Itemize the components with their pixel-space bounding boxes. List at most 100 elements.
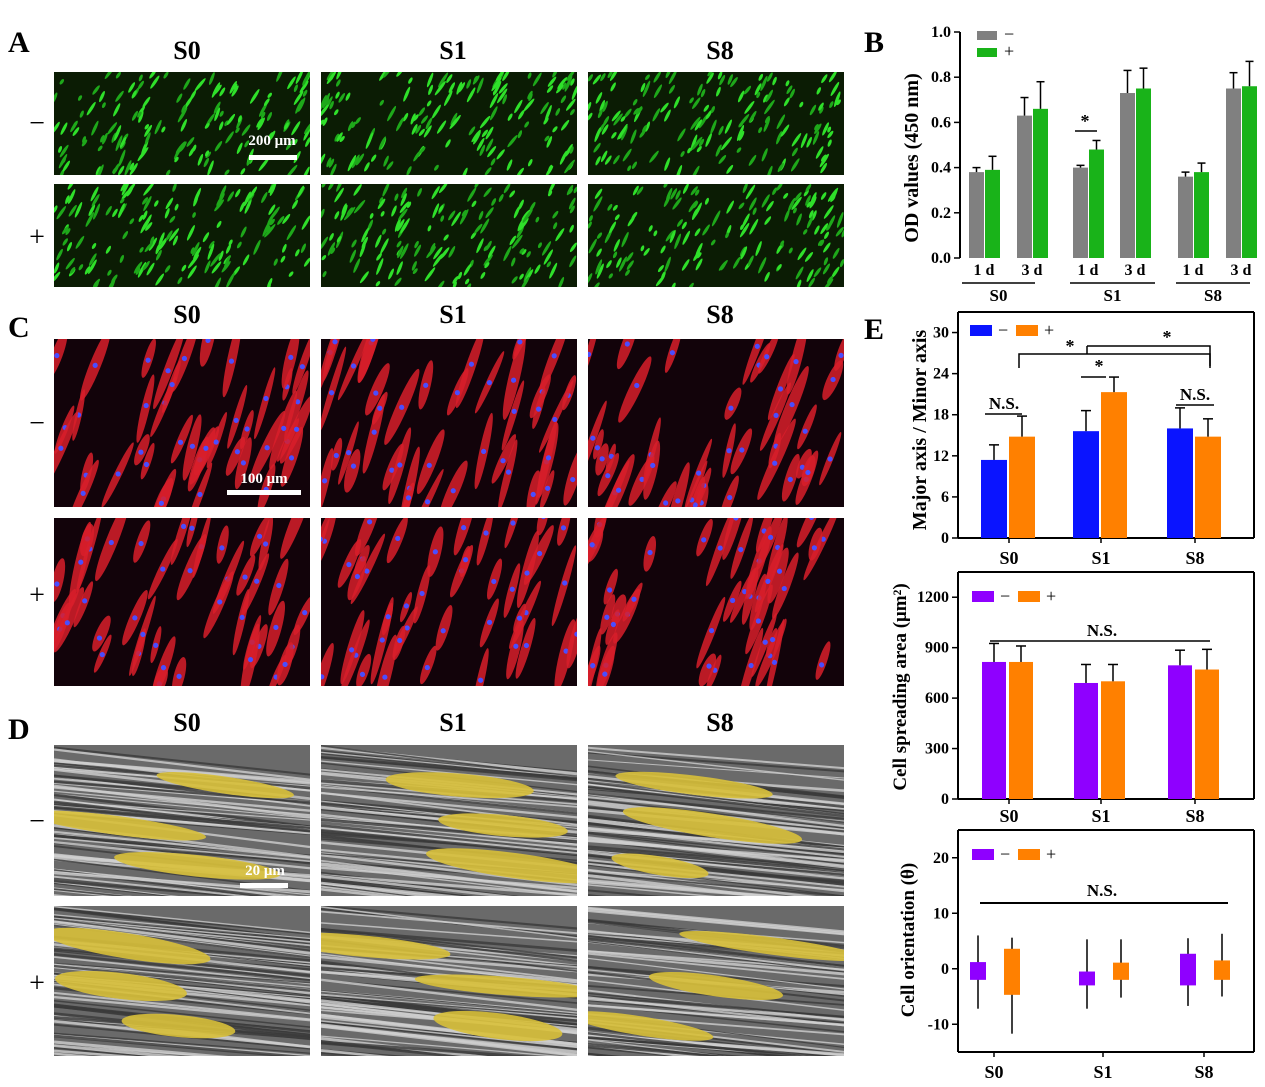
ns-label: N.S. bbox=[989, 394, 1019, 413]
sem-image-d-s0-minus bbox=[54, 745, 310, 896]
x-tick-label: S1 bbox=[1093, 1062, 1112, 1082]
x-tick-label: 3 d bbox=[1125, 262, 1146, 279]
legend-b-plus-swatch bbox=[977, 48, 997, 57]
panel-a-row-plus: + bbox=[29, 222, 45, 253]
panel-c-col-s0: S0 bbox=[173, 300, 201, 329]
chart-e2-ylabel: Cell spreading area (μm²) bbox=[890, 583, 911, 790]
bar-b-minus bbox=[969, 172, 984, 258]
micrograph-c-s1-minus bbox=[321, 339, 577, 507]
micrograph-a-s1-plus bbox=[321, 184, 577, 287]
legend-b-plus-label: + bbox=[1004, 41, 1014, 61]
legend-e2-minus-swatch bbox=[972, 591, 994, 602]
x-tick-label: S1 bbox=[1091, 548, 1110, 568]
y-tick-label: 0 bbox=[941, 530, 949, 547]
significance-star: * bbox=[1095, 356, 1104, 376]
chart-e3-legend: − + bbox=[972, 844, 1056, 864]
x-tick-label: S0 bbox=[984, 1062, 1003, 1082]
bar-b-minus bbox=[1073, 167, 1088, 258]
bar-e1-minus bbox=[1073, 431, 1099, 538]
bar-e1-plus bbox=[1195, 436, 1221, 538]
x-tick-label: S1 bbox=[1091, 806, 1110, 826]
y-tick-label: 600 bbox=[925, 690, 949, 707]
panel-c-col-s8: S8 bbox=[706, 300, 734, 329]
bar-e2-minus bbox=[1074, 682, 1098, 799]
bar-e1-minus bbox=[1167, 428, 1193, 538]
y-tick-label: 10 bbox=[933, 905, 949, 922]
bracket-s0-s1 bbox=[1018, 353, 1211, 368]
y-tick-label: -10 bbox=[928, 1016, 949, 1033]
x-tick-label: 1 d bbox=[1183, 262, 1204, 279]
ns-label: N.S. bbox=[1087, 621, 1117, 640]
micrograph-c-s8-minus bbox=[588, 339, 844, 507]
x-tick-label: S0 bbox=[999, 548, 1018, 568]
sem-image-d-s8-plus bbox=[588, 906, 844, 1056]
y-tick-label: 30 bbox=[933, 325, 949, 342]
box-e3-minus bbox=[1079, 971, 1095, 986]
chart-e1-ylabel: Major axis / Minor axis bbox=[909, 330, 931, 531]
x-tick-label: S8 bbox=[1185, 806, 1204, 826]
bar-e2-plus bbox=[1195, 669, 1219, 799]
panel-d-row-plus: + bbox=[29, 968, 45, 999]
panel-d-col-s1: S1 bbox=[439, 708, 467, 737]
chart-e2-legend: − + bbox=[972, 586, 1056, 606]
panel-letter-d: D bbox=[8, 713, 30, 746]
panel-a-col-s0: S0 bbox=[173, 36, 201, 65]
bar-e1-plus bbox=[1101, 392, 1127, 538]
y-tick-label: 6 bbox=[941, 489, 949, 506]
panel-letter-e: E bbox=[864, 313, 885, 346]
x-tick-label: S8 bbox=[1185, 548, 1204, 568]
bar-e2-minus bbox=[982, 661, 1006, 799]
x-tick-label: S8 bbox=[1194, 1062, 1213, 1082]
chart-b: OD values (450 nm) 0.0 0.2 0.4 0.6 0.8 1.0 1 d… bbox=[901, 24, 1257, 305]
bar-e2-minus bbox=[1168, 665, 1192, 799]
bar-e1-plus bbox=[1009, 436, 1035, 538]
group-label: S1 bbox=[1104, 286, 1122, 305]
panel-letter-a: A bbox=[8, 26, 30, 59]
sem-image-d-s8-minus bbox=[588, 745, 844, 896]
bar-b-minus bbox=[1178, 176, 1193, 258]
y-tick-label: 12 bbox=[933, 448, 949, 465]
sem-image-d-s1-minus bbox=[321, 745, 577, 896]
y-tick-label: 300 bbox=[925, 741, 949, 758]
panel-c-col-s1: S1 bbox=[439, 300, 467, 329]
scale-bar-label-c: 100 μm bbox=[240, 471, 288, 487]
scale-bar-label-d: 20 μm bbox=[245, 863, 285, 879]
y-tick-label: 0.0 bbox=[931, 250, 951, 267]
ns-label: N.S. bbox=[1087, 881, 1117, 900]
chart-e2: Cell spreading area (μm²) 0 300 600 900 1200… bbox=[890, 571, 1255, 826]
panel-a-row-minus: − bbox=[29, 108, 45, 139]
panel-letter-b: B bbox=[864, 26, 885, 59]
panel-c-row-minus: − bbox=[29, 408, 45, 439]
x-tick-label: 1 d bbox=[974, 262, 995, 279]
micrograph-c-s8-plus bbox=[588, 518, 844, 686]
y-tick-label: 0.4 bbox=[931, 160, 951, 177]
scale-bar-d bbox=[240, 883, 288, 888]
legend-e3-minus-label: − bbox=[1000, 844, 1010, 864]
legend-e3-plus-swatch bbox=[1018, 849, 1040, 860]
y-tick-label: 24 bbox=[933, 366, 949, 383]
significance-star: * bbox=[1163, 327, 1172, 347]
legend-b-minus-swatch bbox=[977, 31, 997, 40]
scale-bar-c bbox=[227, 490, 301, 495]
chart-e3-plot: -10 0 10 20 S0 S1 S8 N.S. bbox=[928, 829, 1255, 1082]
y-tick-label: 0 bbox=[941, 961, 949, 978]
micrograph-a-s0-minus bbox=[54, 72, 310, 175]
chart-b-legend: − + bbox=[977, 24, 1014, 61]
micrograph-a-s1-minus bbox=[321, 72, 577, 175]
micrograph-a-s0-plus bbox=[54, 184, 310, 287]
chart-e1-plot: 0 6 12 18 24 30 S0 S1 S8 N.S. * * * N.S. bbox=[933, 311, 1255, 568]
y-tick-label: 900 bbox=[925, 640, 949, 657]
legend-b-minus-label: − bbox=[1004, 24, 1014, 44]
legend-e2-minus-label: − bbox=[1000, 586, 1010, 606]
legend-e3-plus-label: + bbox=[1046, 844, 1056, 864]
panel-c-row-plus: + bbox=[29, 580, 45, 611]
significance-star: * bbox=[1066, 336, 1075, 356]
bar-b-minus bbox=[1017, 115, 1032, 259]
box-e3-plus bbox=[1113, 962, 1129, 980]
chart-e1: Major axis / Minor axis 0 6 12 18 24 30 S0 S1 S8… bbox=[909, 311, 1255, 568]
x-tick-label: 1 d bbox=[1078, 262, 1099, 279]
y-tick-label: 0.6 bbox=[931, 114, 951, 131]
panel-d-row-minus: − bbox=[29, 806, 45, 837]
chart-b-ylabel: OD values (450 nm) bbox=[901, 73, 923, 242]
